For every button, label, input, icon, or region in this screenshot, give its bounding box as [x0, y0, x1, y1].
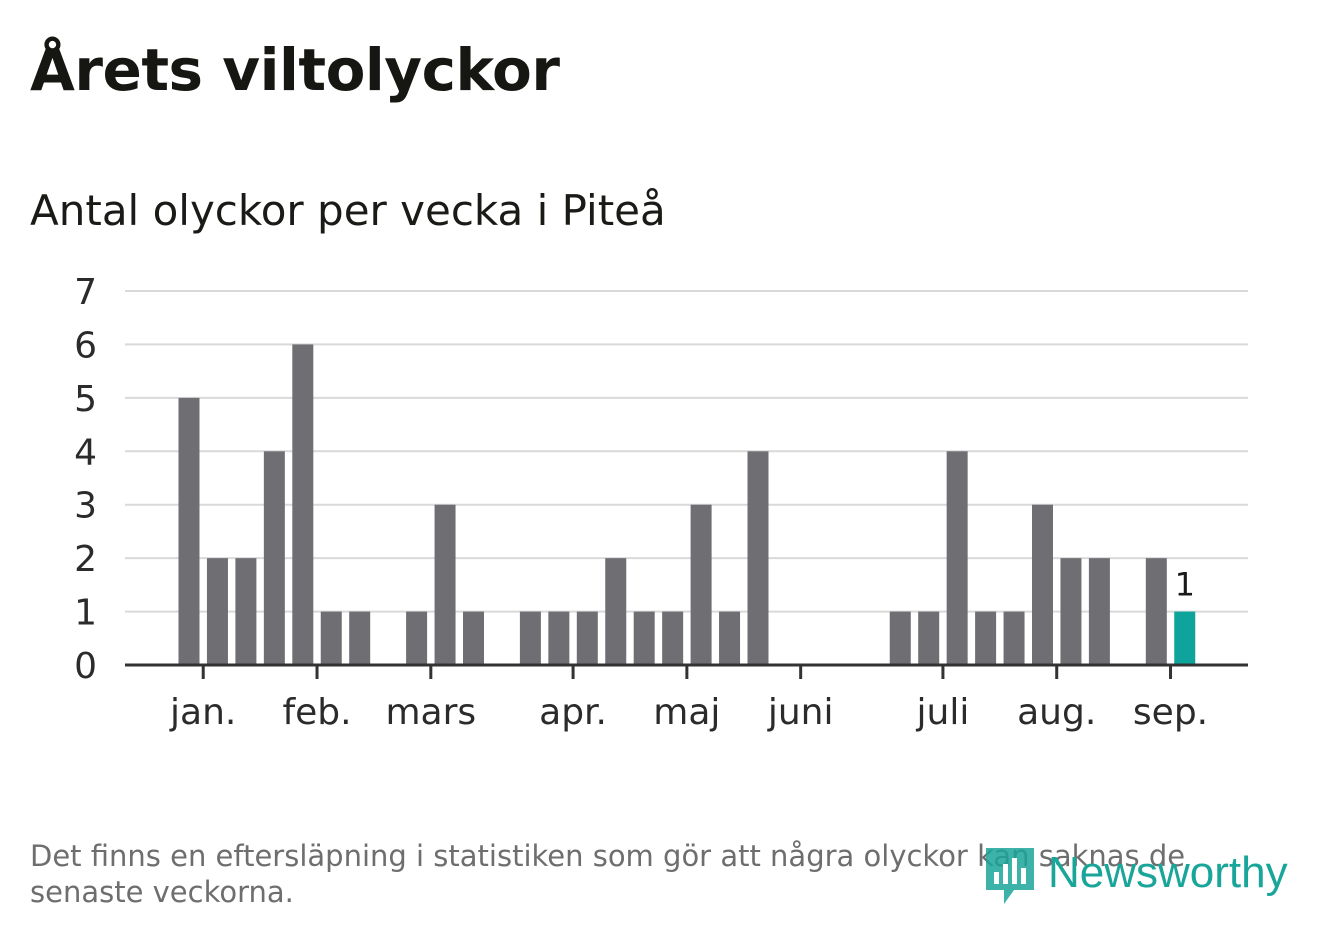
bar	[690, 504, 712, 665]
data-label: 1	[1175, 566, 1195, 604]
bar	[662, 611, 684, 665]
bar	[463, 611, 484, 665]
bar	[178, 397, 200, 665]
highlight-bar	[1174, 611, 1196, 665]
chart-annotations: 1	[1175, 566, 1195, 604]
y-tick-label: 6	[74, 325, 97, 366]
bar	[548, 611, 570, 665]
bar	[719, 611, 741, 665]
bar	[406, 611, 428, 665]
x-tick-label: mars	[385, 692, 476, 733]
chart-subtitle: Antal olyckor per vecka i Piteå	[30, 186, 666, 235]
bar	[918, 611, 940, 665]
page-title: Årets viltolyckor	[30, 36, 560, 104]
logo-text: Newsworthy	[1048, 848, 1288, 897]
x-tick-label: sep.	[1133, 692, 1208, 733]
y-tick-label: 3	[74, 486, 97, 527]
bar	[1003, 611, 1025, 665]
bar	[747, 451, 769, 665]
newsworthy-logo: Newsworthy	[982, 842, 1302, 912]
y-tick-label: 7	[74, 272, 97, 313]
bar	[975, 611, 997, 665]
bar	[292, 344, 314, 665]
bar	[320, 611, 342, 665]
x-tick-label: apr.	[539, 692, 607, 733]
bar	[576, 611, 598, 665]
x-tick-label: feb.	[282, 692, 351, 733]
bar	[946, 451, 968, 665]
x-tick-label: juni	[767, 692, 834, 733]
bar	[889, 611, 911, 665]
bar-chart: 0 1 2 3 4 5 6 7 jan. feb. mars apr. maj juni juli aug.…	[74, 272, 1248, 733]
y-tick-label: 1	[74, 593, 97, 634]
newsworthy-logo-icon	[986, 848, 1034, 904]
bar	[1088, 558, 1110, 665]
bar	[434, 504, 456, 665]
bar	[633, 611, 655, 665]
y-tick-label: 4	[74, 432, 97, 473]
y-axis-ticks: 0 1 2 3 4 5 6 7	[74, 272, 97, 687]
bar	[206, 558, 228, 665]
bar	[1032, 504, 1053, 665]
bar	[1145, 558, 1167, 665]
bar	[519, 611, 541, 665]
bar	[605, 558, 627, 665]
y-tick-label: 2	[74, 539, 97, 580]
bar	[235, 558, 257, 665]
x-tick-label: maj	[653, 692, 720, 733]
x-tick-label: aug.	[1017, 692, 1096, 733]
chart-bars	[178, 344, 1196, 665]
bar	[349, 611, 371, 665]
bar	[263, 451, 285, 665]
y-tick-label: 5	[74, 379, 97, 420]
bar	[1060, 558, 1082, 665]
x-tick-label: jan.	[169, 692, 236, 733]
x-axis: jan. feb. mars apr. maj juni juli aug. sep.	[125, 663, 1248, 733]
x-tick-label: juli	[916, 692, 970, 733]
y-tick-label: 0	[74, 646, 97, 687]
